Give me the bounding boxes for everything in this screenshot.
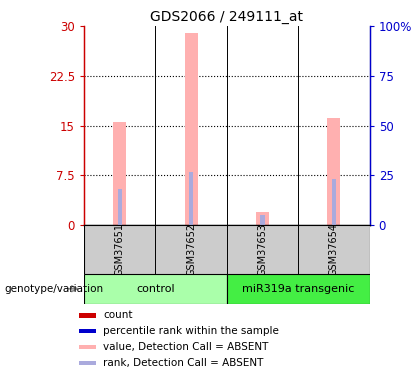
Bar [79,329,95,333]
Bar [79,345,95,350]
Text: GSM37652: GSM37652 [186,223,196,276]
Bar [113,122,126,225]
Text: percentile rank within the sample: percentile rank within the sample [103,326,279,336]
Bar [84,274,227,304]
Bar [189,172,193,225]
Bar [227,274,370,304]
Text: count: count [103,310,133,321]
Text: genotype/variation: genotype/variation [4,284,103,294]
Bar [256,212,269,225]
Bar [79,361,95,365]
Bar [79,314,95,318]
Text: GSM37654: GSM37654 [329,223,339,276]
Text: miR319a transgenic: miR319a transgenic [242,284,354,294]
Text: GSM37653: GSM37653 [257,223,268,276]
Text: GSM37651: GSM37651 [115,223,125,276]
Text: control: control [136,284,175,294]
Bar [332,179,336,225]
Text: value, Detection Call = ABSENT: value, Detection Call = ABSENT [103,342,268,352]
Bar [260,216,265,225]
Text: rank, Detection Call = ABSENT: rank, Detection Call = ABSENT [103,358,264,368]
Title: GDS2066 / 249111_at: GDS2066 / 249111_at [150,10,303,24]
Bar [118,189,122,225]
Bar [185,33,197,225]
Bar [328,118,340,225]
